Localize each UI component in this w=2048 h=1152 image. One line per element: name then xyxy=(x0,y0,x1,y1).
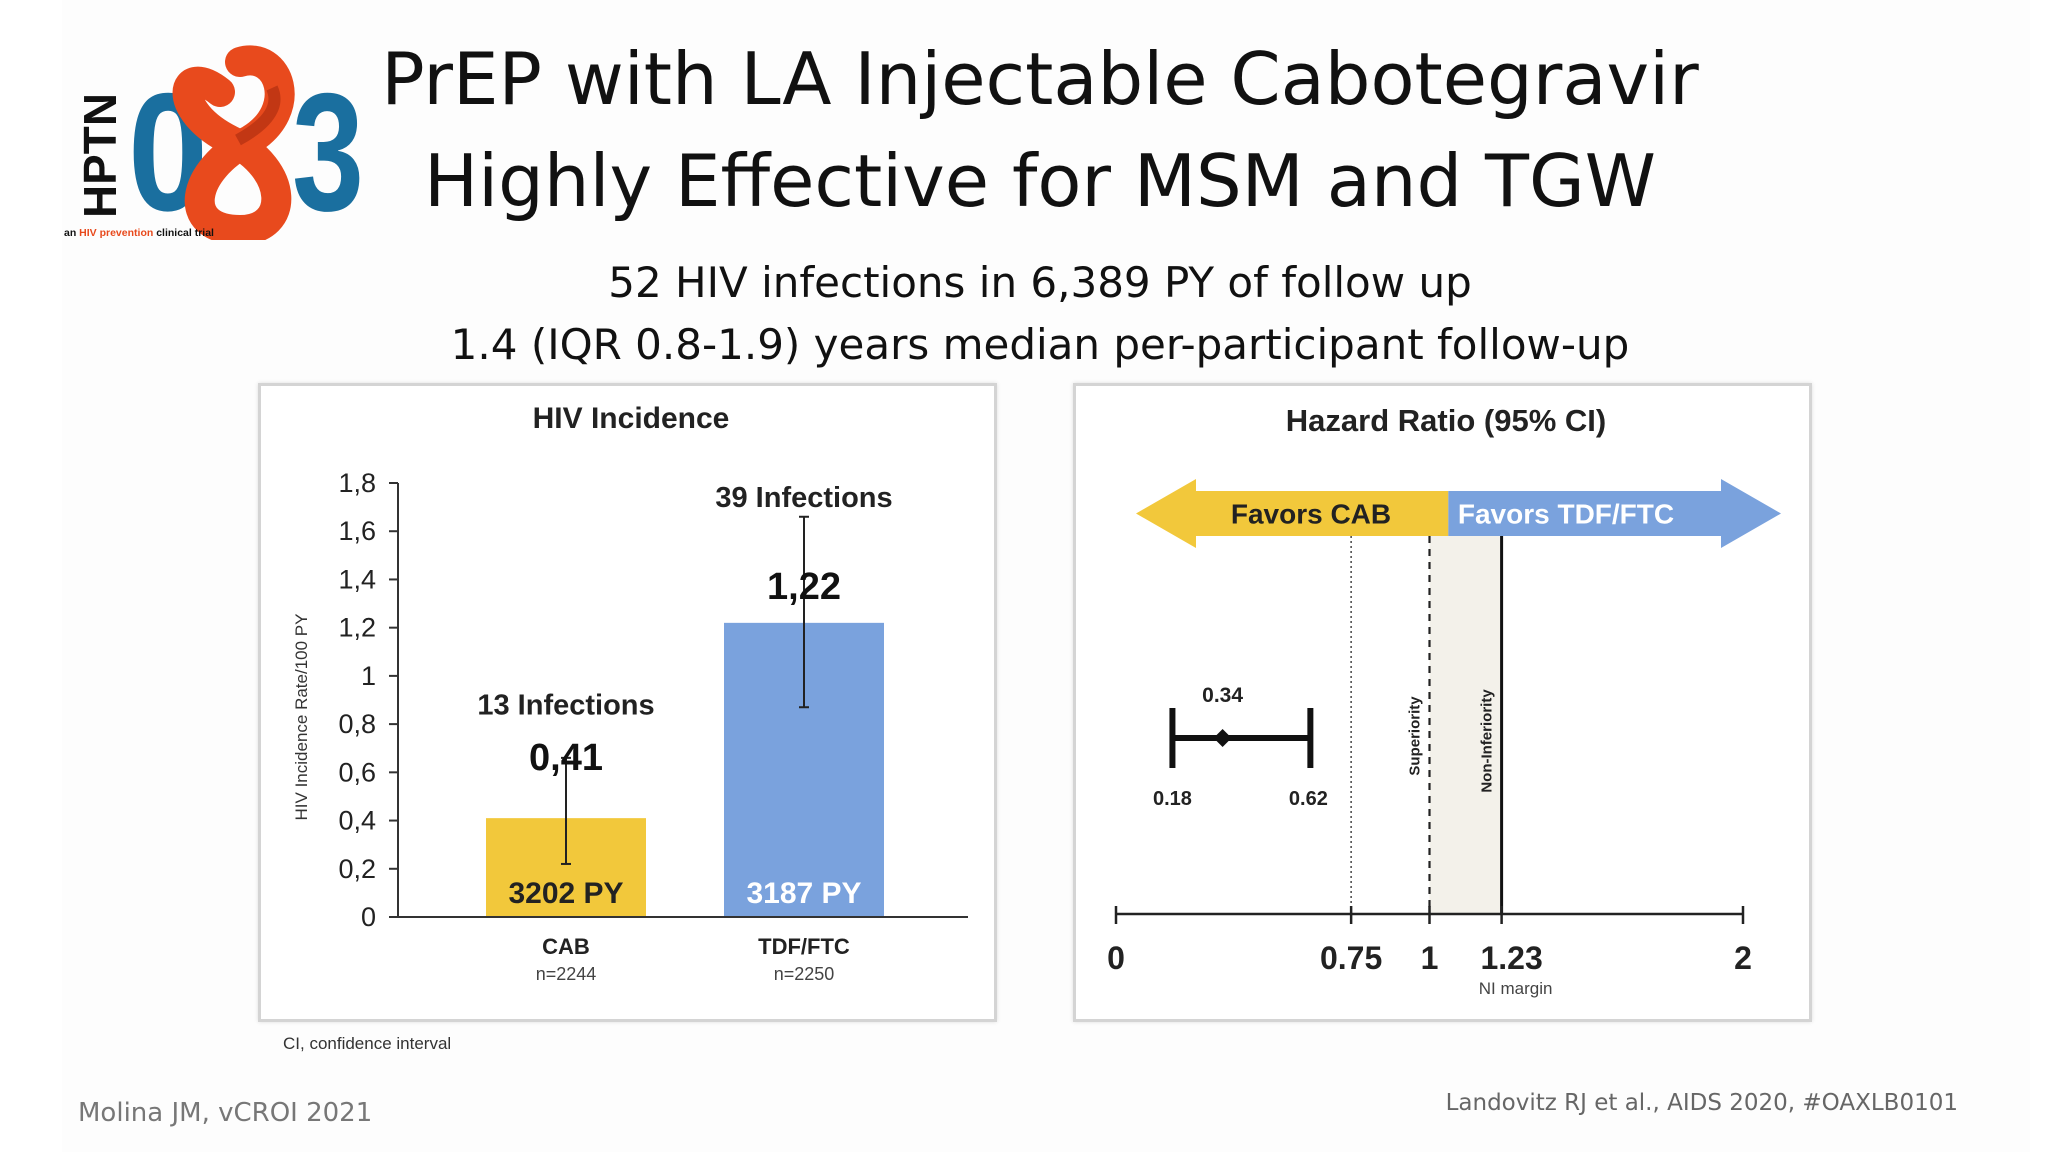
hptn-083-logo: HPTN 0 3 an HIV prevention clinical tria… xyxy=(64,45,364,240)
x-category-label: TDF/FTC xyxy=(758,934,850,959)
slide-subtitle: 52 HIV infections in 6,389 PY of follow … xyxy=(360,252,1720,376)
hr-ci-high-label: 0.62 xyxy=(1289,788,1328,810)
favors-cab-label: Favors CAB xyxy=(1231,499,1391,530)
bar-py-label: 3187 PY xyxy=(746,877,861,910)
bar-chart-ylabel: HIV Incidence Rate/100 PY xyxy=(292,614,311,821)
bar-infections-label: 13 Infections xyxy=(477,689,654,721)
hr-chart-title: Hazard Ratio (95% CI) xyxy=(1286,403,1606,438)
title-line-1: PrEP with LA Injectable Cabotegravir xyxy=(381,37,1699,121)
footnote: CI, confidence interval xyxy=(283,1034,452,1053)
hr-estimate-point xyxy=(1213,729,1232,747)
hr-x-tick-label: 1.23 xyxy=(1480,940,1542,976)
credit-left: Molina JM, vCROI 2021 xyxy=(78,1098,373,1128)
ni-margin-band xyxy=(1429,526,1502,914)
hiv-incidence-chart: HIV Incidence HIV Incidence Rate/100 PY … xyxy=(292,402,968,984)
bar-infections-label: 39 Infections xyxy=(715,482,892,514)
logo-tagline-post: clinical trial xyxy=(153,227,214,239)
bar-chart-y-ticks: 0 0,2 0,4 0,6 0,8 1 1,2 1,4 1,6 1,8 xyxy=(338,468,398,932)
logo-tagline-pre: an xyxy=(64,227,79,239)
y-tick-label: 0,6 xyxy=(338,757,376,787)
hazard-ratio-chart: Hazard Ratio (95% CI) Favors CAB Favors T… xyxy=(1107,403,1781,998)
y-tick-label: 1,2 xyxy=(338,613,376,643)
bar-chart-bars: 0,41 13 Infections 3202 PY CAB n=2244 1,22 39 … xyxy=(477,482,892,984)
favors-cab-arrow xyxy=(1136,479,1449,548)
title-line-2: Highly Effective for MSM and TGW xyxy=(423,139,1656,223)
y-tick-label: 0,2 xyxy=(338,854,376,884)
logo-tagline-hiv: HIV prevention xyxy=(79,227,153,239)
hr-chart-content: Favors CAB Favors TDF/FTC Superiority Non-I… xyxy=(1107,479,1781,998)
logo-tagline: an HIV prevention clinical trial xyxy=(64,227,214,239)
favors-tdf-arrow xyxy=(1448,479,1781,548)
slide-title: PrEP with LA Injectable Cabotegravir Hig… xyxy=(360,28,1720,232)
y-tick-label: 0,8 xyxy=(338,709,376,739)
ref-line-label: Superiority xyxy=(1407,696,1424,776)
hr-ci-low-label: 0.18 xyxy=(1153,788,1192,810)
logo-hptn-text: HPTN xyxy=(74,93,126,218)
bar-py-label: 3202 PY xyxy=(508,877,623,910)
y-tick-label: 0 xyxy=(361,902,376,932)
y-tick-label: 1,4 xyxy=(338,564,376,594)
hr-x-tick-label: 0.75 xyxy=(1320,940,1382,976)
subtitle-line-2: 1.4 (IQR 0.8-1.9) years median per-parti… xyxy=(450,320,1630,369)
hazard-ratio-panel: Hazard Ratio (95% CI) Favors CAB Favors T… xyxy=(1073,383,1812,1022)
hiv-incidence-panel: HIV Incidence HIV Incidence Rate/100 PY … xyxy=(258,383,997,1022)
bar-chart-title: HIV Incidence xyxy=(533,402,730,435)
y-tick-label: 0,4 xyxy=(338,806,376,836)
hr-x-tick-label: 2 xyxy=(1734,940,1752,976)
x-category-n: n=2244 xyxy=(536,964,597,984)
y-tick-label: 1 xyxy=(361,661,376,691)
y-tick-label: 1,8 xyxy=(338,468,376,498)
bar-group-tdfftc: 1,22 39 Infections 3187 PY TDF/FTC n=2250 xyxy=(715,482,892,984)
bar-value-label: 1,22 xyxy=(767,566,841,608)
ref-line-label: Non-Inferiority xyxy=(1479,689,1496,793)
ref-line-sublabel: NI margin xyxy=(1479,979,1553,998)
bar-group-cab: 0,41 13 Infections 3202 PY CAB n=2244 xyxy=(477,689,654,984)
logo-ribbon-shade xyxy=(235,85,281,146)
hr-estimate-label: 0.34 xyxy=(1202,684,1243,707)
subtitle-line-1: 52 HIV infections in 6,389 PY of follow … xyxy=(608,258,1472,307)
bar-value-label: 0,41 xyxy=(529,737,603,779)
x-category-n: n=2250 xyxy=(774,964,835,984)
hr-x-tick-label: 0 xyxy=(1107,940,1125,976)
favors-tdf-label: Favors TDF/FTC xyxy=(1458,499,1674,530)
hr-x-tick-label: 1 xyxy=(1421,940,1439,976)
credit-right: Landovitz RJ et al., AIDS 2020, #OAXLB01… xyxy=(1445,1090,1958,1116)
x-category-label: CAB xyxy=(542,934,590,959)
logo-digit-three: 3 xyxy=(292,58,364,240)
y-tick-label: 1,6 xyxy=(338,516,376,546)
